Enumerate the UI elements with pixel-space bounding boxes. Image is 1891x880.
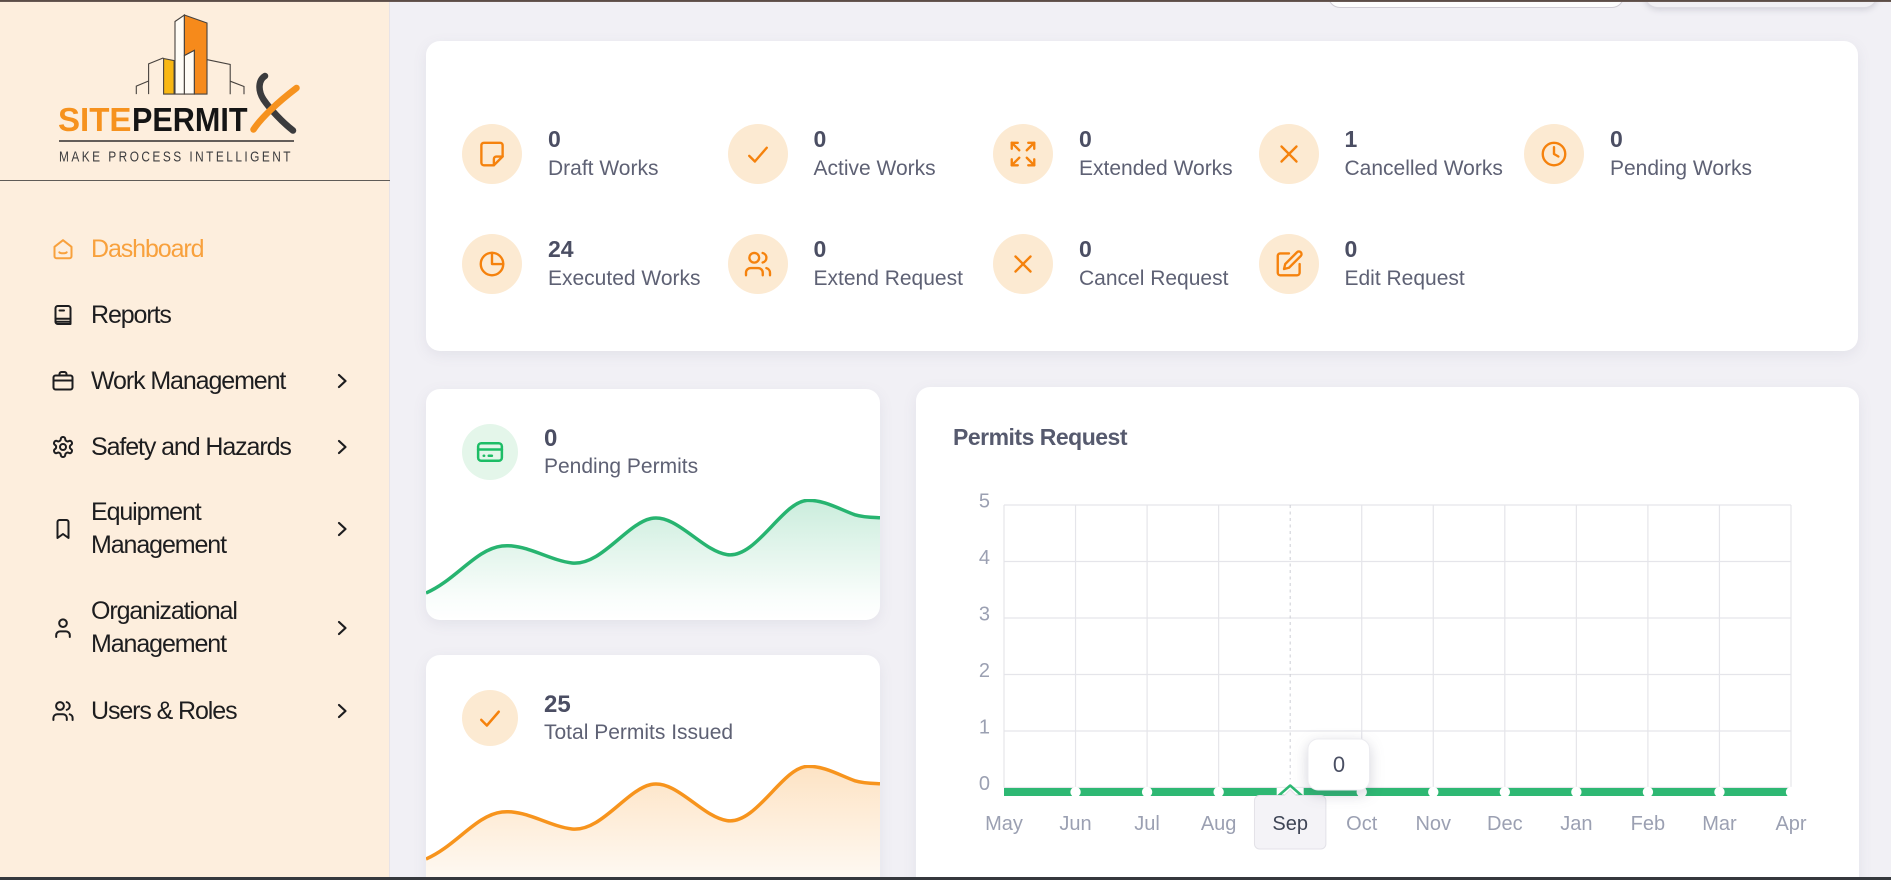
svg-text:Jan: Jan: [1560, 813, 1592, 835]
svg-text:Oct: Oct: [1346, 813, 1378, 835]
svg-text:2: 2: [979, 660, 990, 682]
svg-text:Mar: Mar: [1702, 813, 1737, 835]
svg-text:PERMIT: PERMIT: [132, 101, 248, 138]
svg-text:May: May: [985, 813, 1023, 835]
svg-text:0: 0: [979, 773, 990, 795]
svg-text:SITE: SITE: [58, 101, 132, 138]
svg-text:3: 3: [979, 604, 990, 626]
svg-text:MAKE PROCESS INTELLIGENT: MAKE PROCESS INTELLIGENT: [59, 150, 293, 166]
svg-text:4: 4: [979, 547, 990, 569]
svg-text:5: 5: [979, 491, 990, 513]
svg-text:Sep: Sep: [1272, 813, 1308, 835]
svg-text:Feb: Feb: [1631, 813, 1665, 835]
svg-text:0: 0: [1333, 752, 1345, 777]
svg-text:Jul: Jul: [1134, 813, 1160, 835]
svg-text:Aug: Aug: [1201, 813, 1237, 835]
svg-text:Apr: Apr: [1775, 813, 1806, 835]
svg-text:Nov: Nov: [1415, 813, 1451, 835]
svg-text:Dec: Dec: [1487, 813, 1523, 835]
svg-text:Jun: Jun: [1059, 813, 1091, 835]
svg-text:1: 1: [979, 717, 990, 739]
